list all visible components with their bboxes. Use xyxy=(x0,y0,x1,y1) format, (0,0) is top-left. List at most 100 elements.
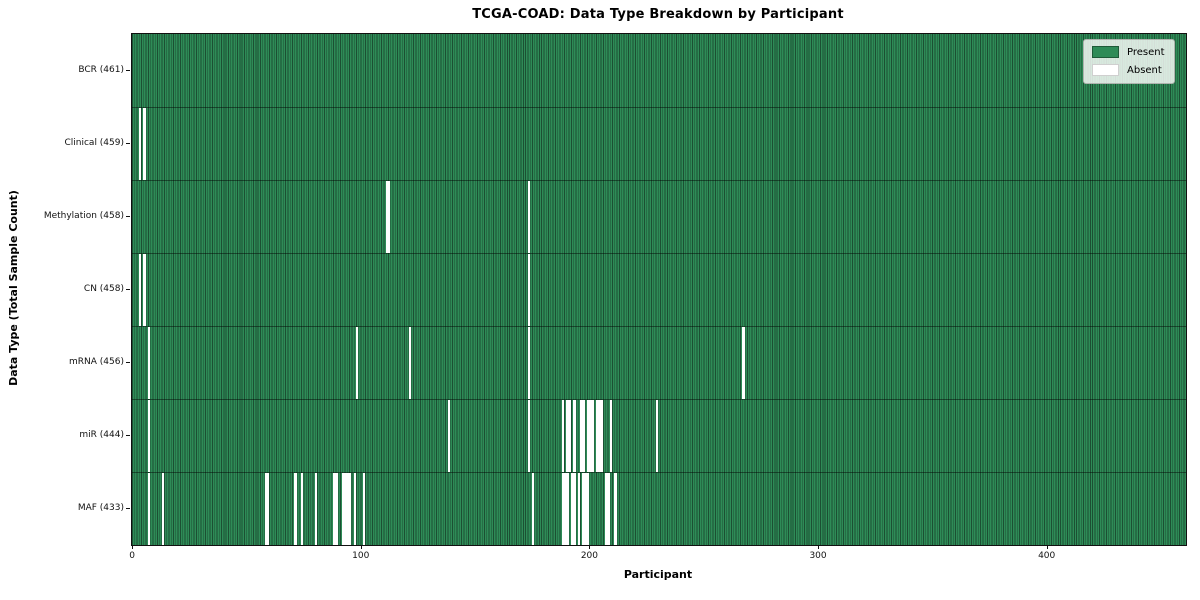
absent-cell xyxy=(447,400,450,472)
y-tick-mark xyxy=(126,215,130,217)
x-tick-label: 300 xyxy=(809,551,827,561)
absent-cell xyxy=(584,473,587,545)
chart-title: TCGA-COAD: Data Type Breakdown by Partic… xyxy=(472,7,844,22)
absent-cell xyxy=(388,181,391,253)
absent-cell xyxy=(344,473,347,545)
absent-cell xyxy=(570,473,574,545)
absent-cell xyxy=(266,473,270,545)
absent-cell xyxy=(294,473,297,545)
y-tick-mark xyxy=(126,69,130,71)
y-tick-label: CN (458) xyxy=(83,283,124,294)
x-tick-mark xyxy=(1046,545,1048,549)
absent-cell xyxy=(591,400,594,472)
x-axis-label: Participant xyxy=(623,568,693,581)
legend-label-present: Present xyxy=(1127,46,1165,58)
present-swatch-icon xyxy=(1092,46,1119,58)
row-mrna xyxy=(132,326,1186,399)
absent-cell xyxy=(586,400,590,472)
absent-cell xyxy=(598,400,601,472)
absent-cell xyxy=(362,473,366,545)
y-tick-mark xyxy=(126,142,130,144)
y-tick-mark xyxy=(126,507,130,509)
absent-cell xyxy=(589,400,592,472)
absent-cell xyxy=(605,473,608,545)
legend-entry-present: Present xyxy=(1092,46,1165,58)
absent-cell xyxy=(561,473,565,545)
absent-cell xyxy=(586,473,590,545)
row-maf xyxy=(132,472,1186,545)
absent-cell xyxy=(561,400,565,472)
absent-cell xyxy=(607,473,610,545)
row-mir xyxy=(132,399,1186,472)
y-tick-label: Methylation (458) xyxy=(43,210,124,221)
absent-cell xyxy=(408,327,411,399)
absent-cell xyxy=(580,400,583,472)
y-tick-mark xyxy=(126,434,130,436)
row-bcr xyxy=(132,34,1186,107)
absent-cell xyxy=(527,327,530,399)
x-tick-mark xyxy=(589,545,591,549)
absent-cell xyxy=(314,473,318,545)
legend: Present Absent xyxy=(1083,39,1175,84)
absent-cell xyxy=(148,327,151,399)
absent-cell xyxy=(342,473,345,545)
plot-area xyxy=(131,33,1187,546)
absent-cell xyxy=(527,181,530,253)
legend-entry-absent: Absent xyxy=(1092,64,1165,76)
absent-cell xyxy=(148,473,151,545)
absent-cell xyxy=(346,473,350,545)
row-cn xyxy=(132,253,1186,326)
y-tick-label: BCR (461) xyxy=(78,64,124,75)
y-tick-label: MAF (433) xyxy=(77,502,124,513)
x-tick-label: 400 xyxy=(1038,551,1056,561)
row-clinical xyxy=(132,107,1186,180)
y-tick-label: miR (444) xyxy=(79,429,124,440)
y-tick-label: Clinical (459) xyxy=(64,137,124,148)
absent-cell xyxy=(566,400,569,472)
absent-cell xyxy=(385,181,389,253)
y-tick-mark xyxy=(126,361,130,363)
legend-label-absent: Absent xyxy=(1127,64,1162,76)
absent-cell xyxy=(333,473,336,545)
x-tick-label: 0 xyxy=(129,551,136,561)
absent-cell xyxy=(568,400,571,472)
absent-cell xyxy=(138,254,142,326)
absent-cell xyxy=(527,400,530,472)
absent-cell xyxy=(655,400,658,472)
absent-cell xyxy=(264,473,267,545)
absent-cell xyxy=(566,473,569,545)
absent-cell xyxy=(335,473,338,545)
absent-cell xyxy=(573,400,576,472)
absent-cell xyxy=(614,473,617,545)
absent-cell xyxy=(564,473,567,545)
absent-cell xyxy=(301,473,304,545)
absent-cell xyxy=(143,108,146,180)
absent-cell xyxy=(532,473,535,545)
x-tick-mark xyxy=(132,545,134,549)
x-tick-mark xyxy=(360,545,362,549)
absent-cell xyxy=(582,473,585,545)
absent-cell xyxy=(349,473,352,545)
absent-cell xyxy=(600,400,603,472)
absent-cell xyxy=(609,400,613,472)
absent-cell xyxy=(148,400,151,472)
x-tick-label: 100 xyxy=(352,551,370,561)
row-methylation xyxy=(132,180,1186,253)
absent-swatch-icon xyxy=(1092,64,1119,76)
x-tick-label: 200 xyxy=(580,551,598,561)
absent-cell xyxy=(742,327,745,399)
absent-cell xyxy=(573,473,576,545)
absent-cell xyxy=(596,400,599,472)
absent-cell xyxy=(143,254,146,326)
absent-cell xyxy=(356,327,359,399)
absent-cell xyxy=(353,473,357,545)
absent-cell xyxy=(161,473,164,545)
absent-cell xyxy=(138,108,142,180)
y-tick-label: mRNA (456) xyxy=(69,356,124,367)
absent-cell xyxy=(582,400,585,472)
x-tick-mark xyxy=(818,545,820,549)
absent-cell xyxy=(577,473,581,545)
y-tick-mark xyxy=(126,288,130,290)
absent-cell xyxy=(527,254,530,326)
